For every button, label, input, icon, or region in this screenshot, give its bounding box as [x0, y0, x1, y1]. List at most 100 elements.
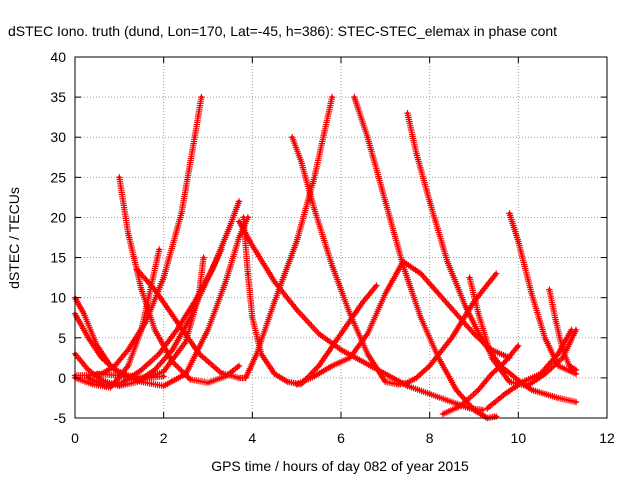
series-11	[240, 214, 380, 388]
data-point	[436, 292, 441, 296]
y-tick-label: 15	[50, 250, 66, 266]
data-point	[241, 215, 246, 219]
series-18	[439, 342, 522, 418]
y-tick-label: 20	[50, 209, 66, 225]
data-point	[405, 111, 410, 115]
data-series	[71, 93, 580, 422]
data-point	[193, 300, 197, 304]
data-point	[401, 260, 405, 264]
data-point	[299, 159, 303, 163]
data-point	[228, 223, 232, 228]
x-tick-label: 2	[160, 430, 168, 446]
data-point	[561, 356, 565, 360]
data-point	[543, 336, 547, 340]
data-point	[383, 372, 387, 376]
data-point	[361, 300, 365, 304]
data-point	[516, 239, 520, 244]
data-point	[405, 381, 410, 385]
data-point	[113, 368, 117, 372]
y-tick-label: 30	[50, 129, 66, 145]
data-point	[450, 336, 454, 340]
data-point	[383, 380, 387, 384]
y-tick-label: 40	[50, 49, 66, 65]
data-point	[193, 135, 197, 139]
series-marker-path	[240, 214, 380, 388]
data-point	[472, 332, 476, 336]
y-axis-title: dSTEC / TECUs	[6, 187, 22, 289]
x-tick-label: 4	[248, 430, 256, 446]
data-point	[237, 199, 241, 203]
data-point	[153, 368, 157, 372]
data-point	[82, 312, 86, 316]
series-20	[546, 286, 580, 374]
data-point	[126, 348, 130, 352]
data-point	[91, 382, 95, 386]
data-point	[86, 336, 90, 340]
series-17	[506, 210, 580, 378]
data-point	[202, 256, 206, 260]
data-point	[153, 288, 157, 292]
data-point	[503, 392, 507, 396]
data-point	[312, 175, 316, 179]
data-point	[450, 400, 454, 404]
data-point	[162, 369, 166, 374]
data-point	[259, 352, 263, 356]
series-marker-path	[289, 134, 500, 388]
data-point	[366, 352, 370, 356]
data-point	[224, 280, 228, 284]
data-point	[295, 382, 299, 386]
data-point	[237, 235, 241, 240]
data-point	[339, 332, 343, 336]
data-point	[219, 371, 223, 375]
data-point	[490, 372, 494, 376]
data-point	[374, 284, 379, 288]
data-point	[574, 328, 578, 332]
data-point	[468, 276, 472, 280]
data-point	[494, 414, 498, 418]
data-point	[272, 372, 277, 376]
data-point	[255, 352, 259, 356]
data-point	[206, 328, 210, 332]
data-point	[135, 268, 139, 272]
data-point	[244, 376, 248, 380]
data-point	[490, 356, 494, 360]
data-point	[139, 380, 144, 384]
data-point	[210, 268, 214, 272]
data-point	[530, 388, 534, 392]
data-point	[139, 368, 144, 372]
data-point	[567, 364, 571, 368]
data-point	[397, 382, 401, 386]
data-point	[272, 300, 277, 304]
data-point	[312, 374, 316, 378]
y-tick-label: 25	[50, 169, 66, 185]
x-axis-title: GPS time / hours of day 082 of year 2015	[211, 458, 469, 474]
data-point	[525, 384, 529, 388]
data-point	[414, 151, 418, 155]
data-point	[521, 380, 525, 384]
x-tick-label: 12	[599, 430, 615, 446]
y-tick-label: 0	[58, 370, 66, 386]
data-point	[272, 280, 277, 284]
data-point	[454, 388, 458, 392]
data-point	[86, 368, 90, 372]
data-point	[104, 384, 108, 388]
data-point	[179, 211, 183, 215]
series-marker-path	[235, 218, 487, 414]
data-point	[122, 380, 126, 384]
data-point	[170, 360, 175, 364]
data-point	[157, 247, 161, 252]
data-point	[197, 352, 201, 356]
data-point	[139, 288, 144, 292]
data-point	[507, 380, 512, 384]
data-point	[476, 312, 480, 316]
data-point	[330, 95, 334, 99]
data-point	[286, 380, 290, 384]
data-point	[348, 312, 352, 316]
data-point	[246, 215, 250, 219]
data-point	[237, 376, 241, 380]
series-8	[94, 214, 252, 390]
data-point	[556, 364, 560, 368]
y-tick-label: 35	[50, 89, 66, 105]
